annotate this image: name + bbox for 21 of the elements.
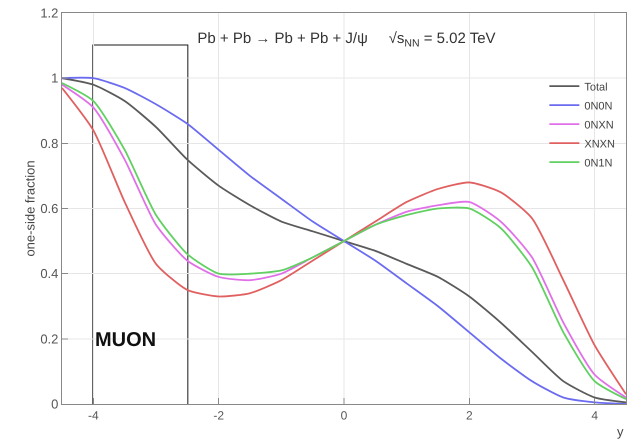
y-tick-label: 0.2 [40, 331, 58, 346]
y-tick-label: 1 [51, 70, 58, 86]
y-tick-label: 0.6 [40, 201, 58, 216]
legend-label: 0N0N [584, 100, 613, 112]
y-axis-title: one-side fraction [22, 160, 38, 257]
legend-label: Total [584, 81, 608, 94]
band-label: MUON [95, 329, 156, 351]
legend-label: XNXN [584, 138, 615, 150]
legend-label: 0N1N [584, 157, 613, 170]
x-tick-label: -4 [88, 408, 99, 422]
x-tick-label: 4 [591, 408, 598, 422]
text: Pb + Pb → Pb + Pb + J/ψ √s$_{NN}$ = 5.02 TeV [197, 30, 496, 50]
y-tick-label: 0.4 [40, 266, 58, 282]
legend-label: 0NXN [584, 119, 614, 132]
y-tick-label: 1.2 [40, 6, 58, 21]
x-axis-title: y [617, 424, 624, 439]
y-tick-label: 0 [51, 396, 58, 412]
x-tick-label: 0 [340, 408, 348, 422]
x-tick-label: 2 [466, 408, 473, 422]
x-tick-label: -2 [213, 408, 224, 422]
y-tick-label: 0.8 [40, 136, 58, 151]
